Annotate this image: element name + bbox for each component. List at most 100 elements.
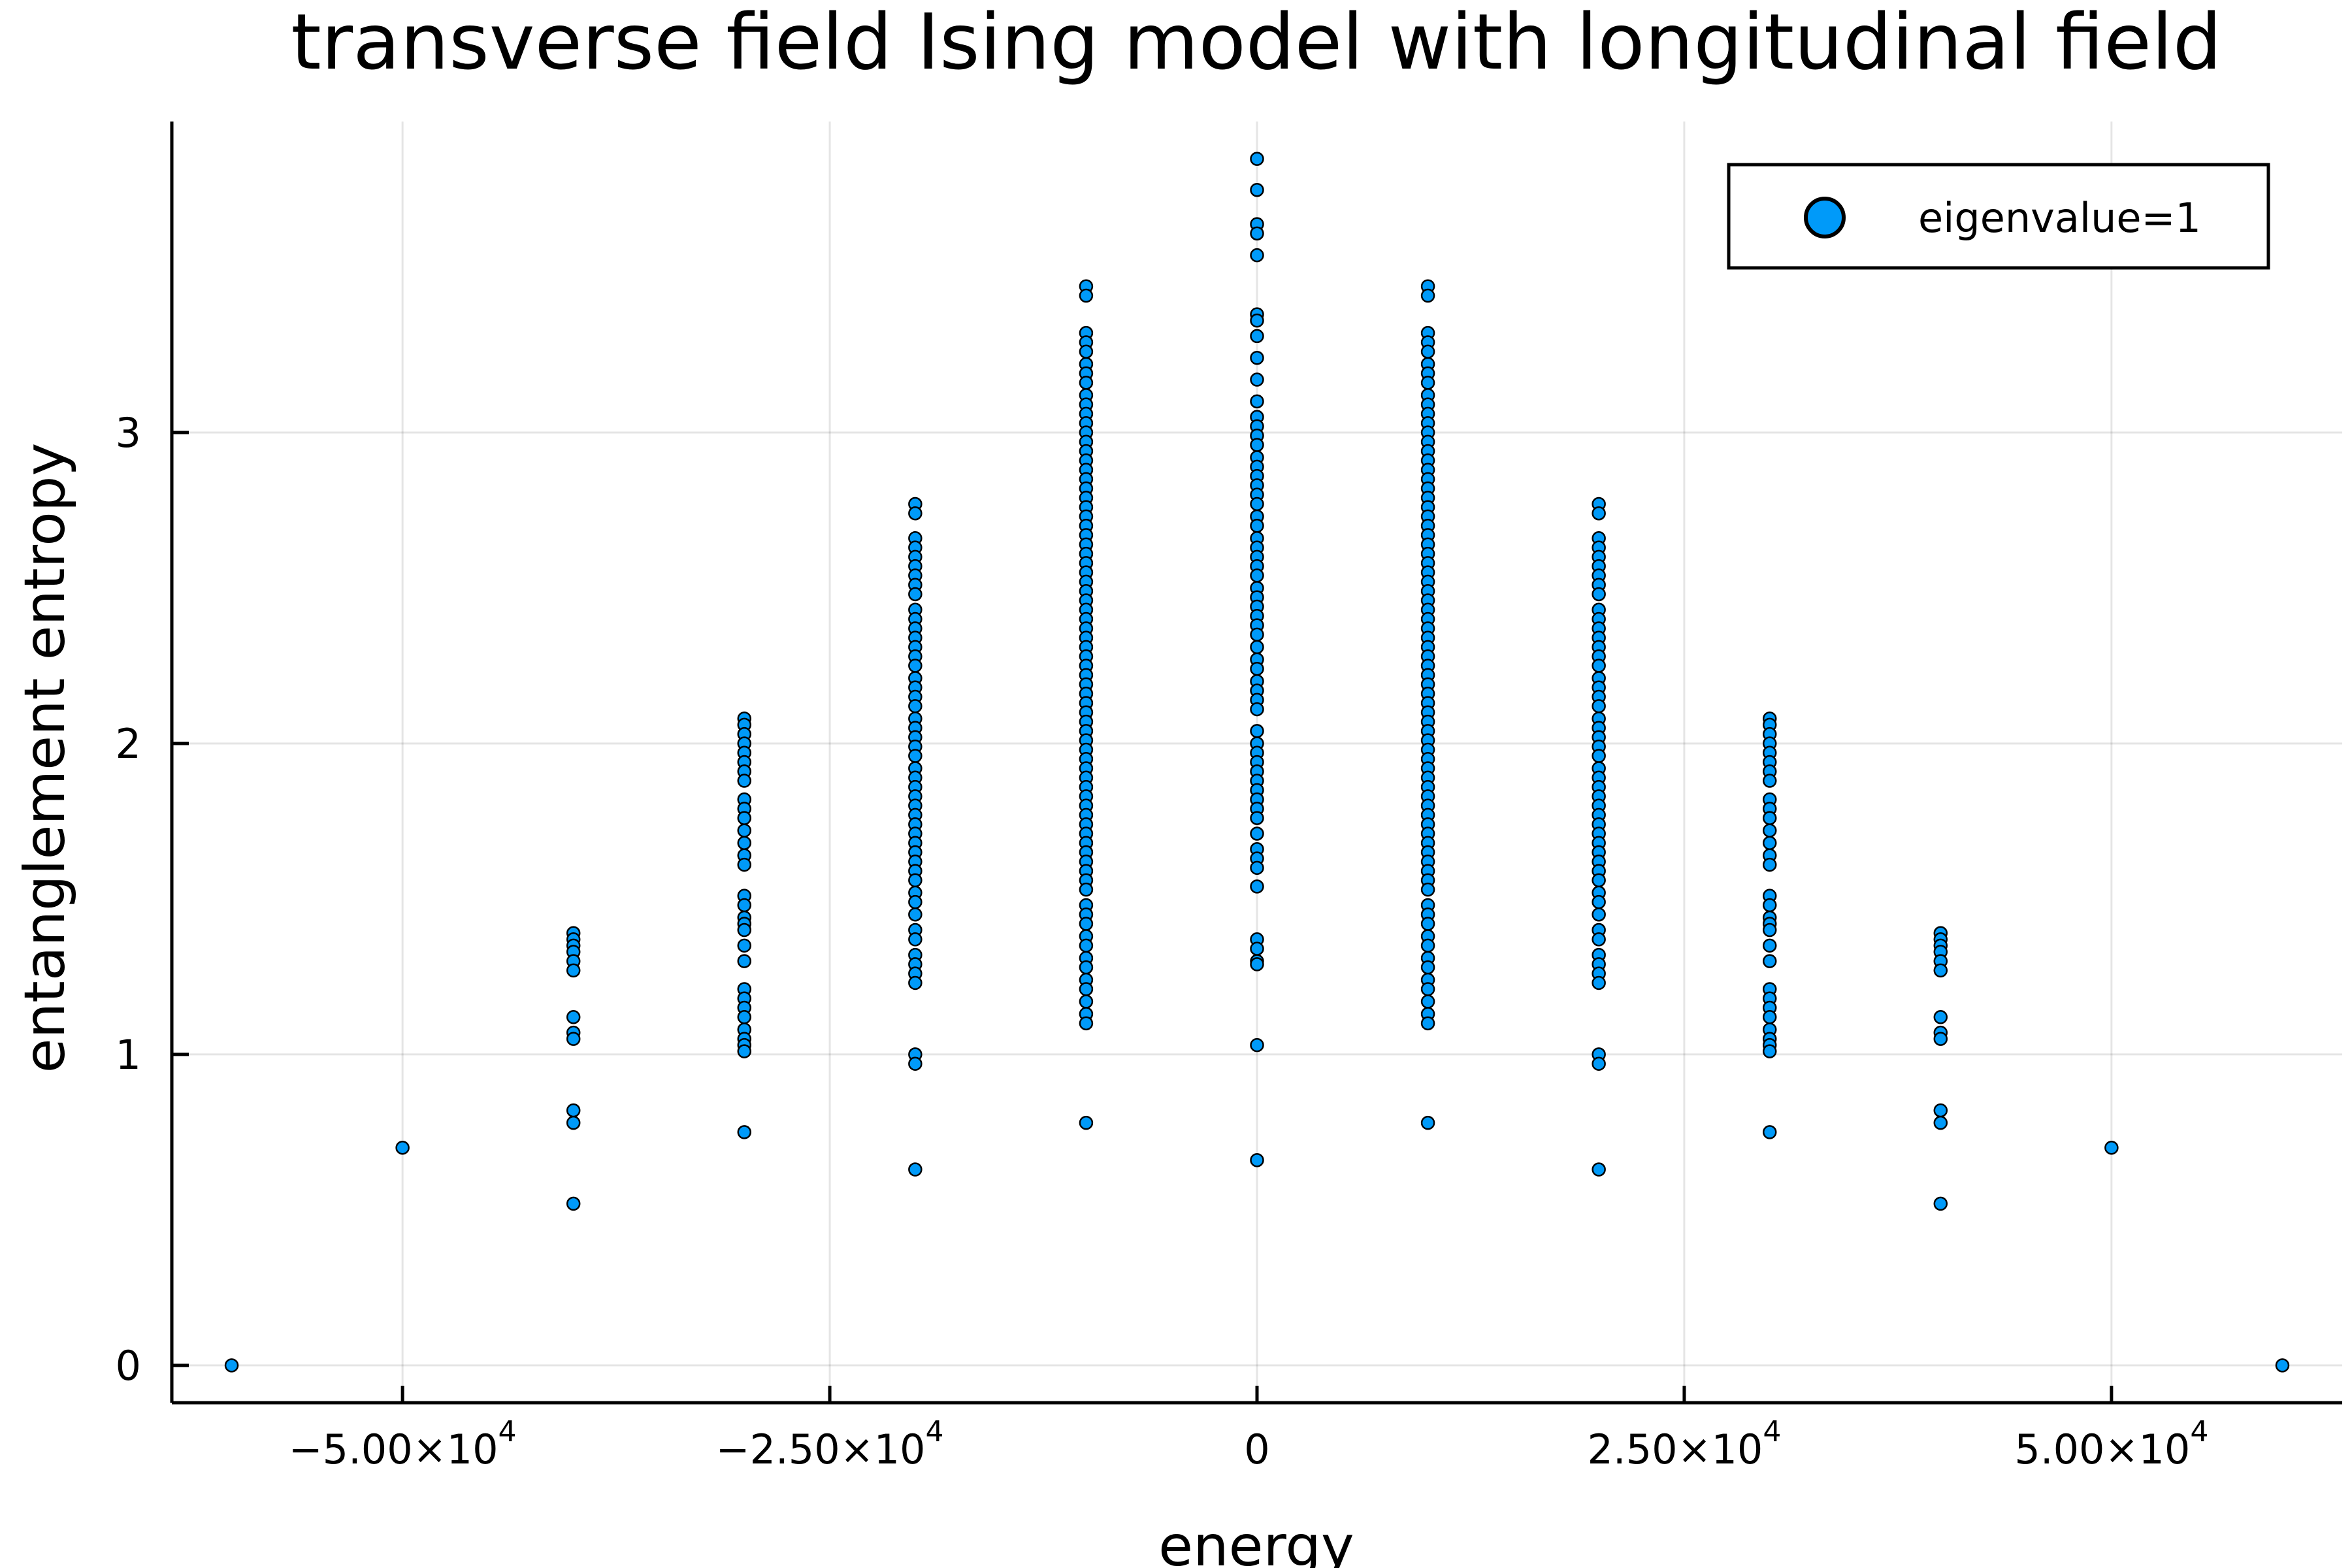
data-point — [1762, 811, 1777, 825]
data-point — [737, 774, 752, 788]
data-point — [566, 1032, 581, 1046]
data-point — [1592, 1056, 1606, 1071]
data-point — [566, 1010, 581, 1024]
data-point — [908, 506, 923, 521]
data-point — [1250, 941, 1264, 956]
data-point — [908, 1162, 923, 1177]
data-point — [737, 1125, 752, 1139]
data-point — [1079, 288, 1094, 303]
y-axis-label: entanglement entropy — [12, 443, 78, 1073]
data-point — [1079, 1016, 1094, 1031]
data-point — [566, 963, 581, 978]
data-point — [1420, 994, 1435, 1009]
data-point — [737, 938, 752, 953]
data-point — [566, 1196, 581, 1211]
data-point — [1079, 882, 1094, 897]
data-point — [737, 954, 752, 968]
legend-entry-label: eigenvalue=1 — [1918, 194, 2201, 242]
data-point — [737, 811, 752, 825]
y-axis-ticks: 0 1 2 3 — [116, 409, 189, 1390]
data-point — [1079, 982, 1094, 996]
data-point — [1762, 1125, 1777, 1139]
legend-marker — [1804, 197, 1846, 238]
data-point — [1933, 1010, 1948, 1024]
y-tick-label: 3 — [116, 409, 141, 457]
data-point — [1250, 394, 1264, 409]
data-point — [1250, 627, 1264, 642]
data-point — [1079, 344, 1094, 359]
data-point — [1762, 823, 1777, 838]
data-point — [1250, 702, 1264, 717]
data-point — [1250, 811, 1264, 825]
data-point — [1250, 152, 1264, 166]
data-point — [1762, 954, 1777, 968]
data-point — [908, 749, 923, 763]
data-point — [1079, 938, 1094, 953]
data-point — [737, 1010, 752, 1024]
data-point — [1762, 774, 1777, 788]
data-point — [1250, 329, 1264, 344]
data-point — [1250, 350, 1264, 365]
data-point — [2275, 1358, 2290, 1373]
x-axis-label: energy — [1158, 1514, 1354, 1568]
data-point — [1592, 749, 1606, 763]
data-point — [1250, 438, 1264, 452]
data-point — [1250, 879, 1264, 894]
data-point — [1592, 907, 1606, 922]
data-point — [1933, 1032, 1948, 1046]
data-point — [737, 923, 752, 938]
data-point — [1592, 699, 1606, 713]
legend: eigenvalue=1 — [1727, 163, 2270, 270]
data-point — [1420, 288, 1435, 303]
data-point — [908, 1056, 923, 1071]
data-point — [1762, 857, 1777, 872]
data-point — [1420, 982, 1435, 996]
data-point — [1762, 836, 1777, 851]
data-point — [737, 823, 752, 838]
data-point — [1592, 975, 1606, 990]
data-point — [1250, 568, 1264, 583]
data-point — [1079, 917, 1094, 931]
data-point — [1420, 376, 1435, 390]
data-point — [1592, 587, 1606, 602]
data-point — [1420, 882, 1435, 897]
data-point — [395, 1140, 410, 1155]
data-point — [1250, 372, 1264, 387]
data-point — [1420, 917, 1435, 931]
data-point — [1933, 1115, 1948, 1130]
data-point — [1762, 1044, 1777, 1058]
data-point — [1079, 960, 1094, 975]
data-point — [2104, 1140, 2119, 1155]
data-point — [908, 907, 923, 922]
data-point — [1250, 957, 1264, 972]
data-point — [1592, 873, 1606, 888]
data-point — [1592, 894, 1606, 909]
data-point — [908, 587, 923, 602]
data-point — [737, 1044, 752, 1058]
chart-title: transverse field Ising model with longit… — [291, 0, 2221, 87]
y-tick-label: 1 — [116, 1031, 141, 1079]
data-point — [908, 932, 923, 947]
data-point — [1592, 1162, 1606, 1177]
data-point — [1250, 182, 1264, 197]
data-point — [1250, 497, 1264, 512]
data-point — [1079, 1115, 1094, 1130]
data-point — [908, 659, 923, 673]
data-point — [1420, 344, 1435, 359]
data-point — [1420, 960, 1435, 975]
data-point — [1079, 376, 1094, 390]
data-point — [1250, 1037, 1264, 1053]
data-point — [1592, 932, 1606, 947]
data-point — [1762, 1010, 1777, 1024]
data-point — [1250, 860, 1264, 875]
data-point — [1250, 826, 1264, 841]
data-point — [908, 894, 923, 909]
data-point — [1250, 248, 1264, 263]
data-point — [1420, 1115, 1435, 1130]
data-point — [1250, 640, 1264, 655]
data-point — [1250, 313, 1264, 328]
data-point — [1250, 724, 1264, 738]
y-tick-label: 0 — [116, 1342, 141, 1390]
data-point — [737, 836, 752, 851]
